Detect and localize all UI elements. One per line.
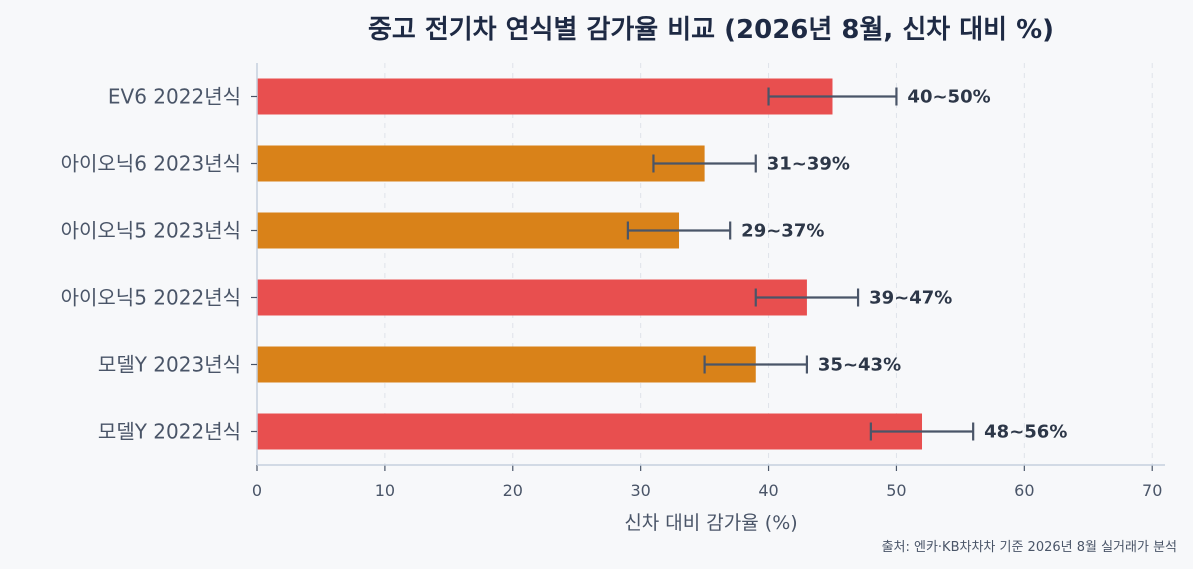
x-tick-label-0: 0: [252, 481, 262, 500]
data-label-5: 48~56%: [984, 422, 1067, 443]
data-label-0: 40~50%: [907, 87, 990, 108]
bar-4: [257, 346, 756, 383]
data-label-3: 39~47%: [869, 288, 952, 309]
error-bar-3: [754, 288, 860, 307]
x-tick-label-7: 70: [1142, 481, 1162, 500]
data-label-2: 29~37%: [741, 221, 824, 242]
y-tick-label-1: 아이오닉6 2023년식: [61, 152, 241, 176]
x-tick-label-1: 10: [375, 481, 395, 500]
y-tick-label-0: EV6 2022년식: [108, 85, 241, 109]
x-tick-label-2: 20: [503, 481, 523, 500]
grid-layer: [384, 63, 1153, 465]
x-tick-label-4: 40: [758, 481, 778, 500]
bar-0: [257, 78, 833, 115]
chart-title: 중고 전기차 연식별 감가율 비교 (2026년 8월, 신차 대비 %): [368, 15, 1054, 45]
bar-1: [257, 145, 705, 182]
bar-2: [257, 212, 680, 249]
bar-3: [257, 279, 807, 316]
error-bar-0: [767, 87, 898, 106]
source-note: 출처: 엔카·KB차차차 기준 2026년 8월 실거래가 분석: [882, 540, 1177, 555]
x-tick-label-3: 30: [630, 481, 650, 500]
x-tick-label-6: 60: [1014, 481, 1034, 500]
bar-layer: [257, 78, 923, 450]
error-bar-5: [869, 422, 975, 441]
error-bar-2: [626, 221, 732, 240]
y-tick-label-5: 모델Y 2022년식: [98, 420, 241, 444]
bar-5: [257, 413, 923, 450]
y-tick-label-3: 아이오닉5 2022년식: [61, 286, 241, 310]
data-label-4: 35~43%: [818, 355, 901, 376]
data-label-1: 31~39%: [767, 154, 850, 175]
y-tick-label-4: 모델Y 2023년식: [98, 353, 241, 377]
x-tick-label-5: 50: [886, 481, 906, 500]
error-bar-1: [652, 154, 757, 173]
error-bar-layer: [626, 87, 975, 441]
x-axis-label: 신차 대비 감가율 (%): [624, 512, 797, 534]
error-bar-4: [703, 355, 809, 374]
data-label-layer: 40~50% 31~39% 29~37% 39~47% 35~43% 48~56%: [741, 87, 1067, 443]
y-tick-label-2: 아이오닉5 2023년식: [61, 219, 241, 243]
